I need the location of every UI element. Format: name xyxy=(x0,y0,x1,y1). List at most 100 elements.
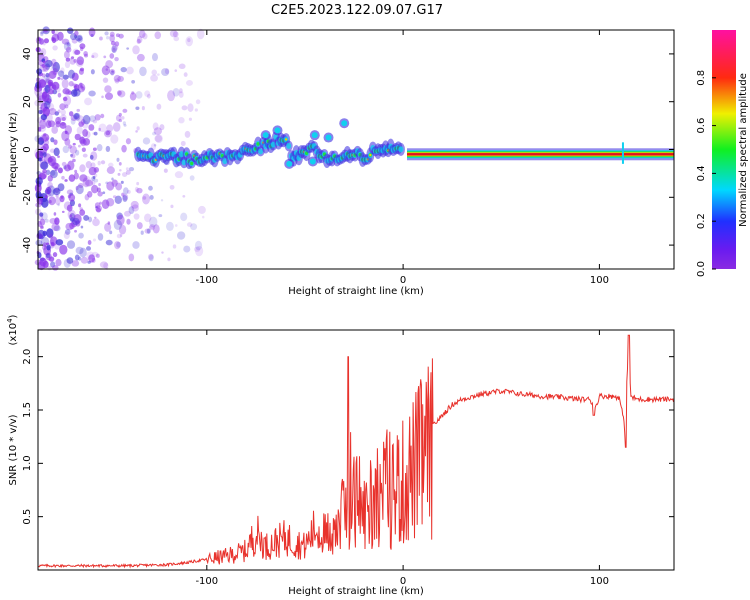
noise-blob xyxy=(55,86,61,93)
noise-blob xyxy=(75,186,79,191)
noise-blob xyxy=(74,49,81,55)
y-tick-label: -20 xyxy=(22,189,33,205)
noise-blob xyxy=(148,254,154,262)
noise-blob xyxy=(60,121,66,126)
noise-blob xyxy=(180,140,186,147)
noise-blob xyxy=(83,215,90,221)
noise-blob xyxy=(35,190,42,199)
x-tick-label: 100 xyxy=(590,275,609,286)
colorbar-tick-label: 0.4 xyxy=(696,165,707,181)
noise-blob xyxy=(149,224,156,231)
noise-blob xyxy=(149,225,154,229)
noise-blob xyxy=(37,229,46,240)
noise-blob xyxy=(50,242,55,247)
noise-blob xyxy=(139,66,147,77)
noise-blob xyxy=(47,79,54,87)
noise-blob xyxy=(74,254,80,261)
colorbar-label: Normalized spectral amplitude xyxy=(738,73,749,227)
noise-blob xyxy=(88,254,96,263)
noise-blob xyxy=(85,179,94,187)
noise-blob xyxy=(122,108,128,113)
noise-blob xyxy=(41,133,50,142)
noise-blob xyxy=(91,180,96,186)
trace-blob xyxy=(284,138,288,141)
noise-blob xyxy=(113,219,123,230)
noise-blob xyxy=(87,190,93,198)
noise-blob xyxy=(72,158,76,163)
noise-blob xyxy=(46,228,54,238)
noise-blob xyxy=(71,220,78,228)
noise-blob xyxy=(63,258,71,268)
noise-blob xyxy=(105,239,113,246)
noise-blob xyxy=(50,170,56,176)
noise-blob xyxy=(64,179,68,182)
noise-blob xyxy=(76,34,83,43)
noise-blob xyxy=(104,85,112,93)
noise-blob xyxy=(174,224,178,227)
noise-blob xyxy=(106,124,114,133)
noise-blob xyxy=(60,109,66,116)
noise-blob xyxy=(189,175,195,181)
noise-blob xyxy=(62,88,70,95)
y-tick-label: 0.5 xyxy=(22,509,33,525)
noise-blob xyxy=(161,68,170,76)
noise-blob xyxy=(53,225,61,232)
noise-blob xyxy=(185,36,194,47)
noise-blob xyxy=(44,195,48,199)
noise-blob xyxy=(57,167,63,174)
colorbar-tick-label: 0.2 xyxy=(696,213,707,229)
noise-blob xyxy=(62,74,69,80)
noise-blob xyxy=(79,247,87,258)
noise-blob xyxy=(125,170,131,175)
noise-blob xyxy=(63,231,70,240)
y-tick-label: 2.0 xyxy=(22,349,33,365)
noise-blob xyxy=(64,130,68,135)
noise-blob xyxy=(50,158,55,165)
noise-blob xyxy=(202,215,205,219)
noise-blob xyxy=(57,76,61,80)
noise-blob xyxy=(183,245,191,253)
noise-blob xyxy=(57,155,60,158)
noise-blob xyxy=(94,173,98,178)
noise-blob xyxy=(153,143,157,147)
noise-blob xyxy=(111,179,118,187)
noise-blob xyxy=(69,214,73,218)
noise-blob xyxy=(65,89,72,96)
noise-blob xyxy=(57,109,61,114)
noise-blob xyxy=(42,60,46,64)
trace-blob xyxy=(222,158,228,165)
snr-frame xyxy=(37,329,675,571)
noise-blob xyxy=(71,38,78,44)
colorbar-tick-label: 0.0 xyxy=(696,261,707,277)
trace-blob xyxy=(258,148,264,155)
noise-blob xyxy=(40,48,47,56)
noise-blob xyxy=(62,96,68,102)
noise-blob xyxy=(179,88,183,94)
noise-blob xyxy=(40,31,44,37)
noise-blob xyxy=(79,209,86,216)
noise-blob xyxy=(39,218,46,226)
noise-blob xyxy=(82,153,88,158)
noise-blob xyxy=(66,189,74,195)
noise-blob xyxy=(122,193,129,201)
noise-blob xyxy=(48,199,52,204)
noise-blob xyxy=(48,233,54,239)
noise-blob xyxy=(37,97,42,101)
noise-blob xyxy=(93,167,100,173)
noise-blob xyxy=(70,118,76,125)
noise-blob xyxy=(74,229,77,233)
noise-blob xyxy=(105,145,111,153)
noise-blob xyxy=(38,124,47,133)
noise-blob xyxy=(40,102,48,112)
noise-blob xyxy=(59,103,66,110)
noise-blob xyxy=(178,117,185,124)
noise-blob xyxy=(156,103,162,110)
noise-blob xyxy=(91,184,99,194)
noise-blob xyxy=(116,241,121,248)
noise-blob xyxy=(78,121,85,127)
noise-blob xyxy=(51,222,60,232)
noise-blob xyxy=(40,225,44,229)
noise-blob xyxy=(76,56,85,66)
noise-blob xyxy=(128,167,135,172)
noise-blob xyxy=(47,88,54,95)
